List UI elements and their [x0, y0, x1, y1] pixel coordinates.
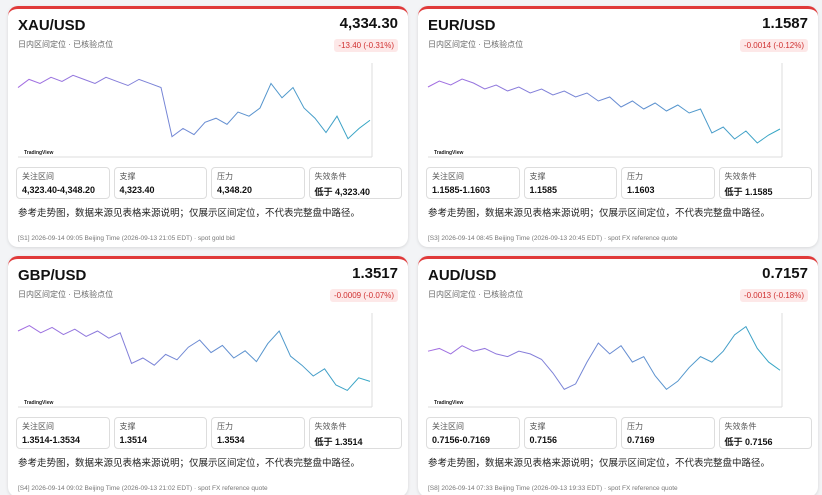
level-box: 失效条件低于 0.7156 — [718, 417, 812, 449]
level-value: 1.1585 — [529, 185, 558, 195]
level-value: 1.3514 — [119, 435, 148, 445]
change-badge: -13.40 (-0.31%) — [334, 39, 398, 52]
price-line — [17, 74, 371, 140]
level-box: 关注区间 1.3514-1.3534 — [16, 417, 110, 449]
level-label: 失效条件 — [314, 172, 347, 181]
level-box: 关注区间 4,323.40-4,348.20 — [16, 167, 110, 199]
note: 参考走势图，数据来源见表格来源说明；仅展示区间定位，不代表完整盘中路径。 — [18, 458, 361, 469]
price: 0.7157 — [762, 265, 808, 282]
symbol: XAU/USD — [18, 17, 86, 34]
level-box: 支撑 4,323.40 — [113, 167, 207, 199]
source-footer: [S3] 2026-09-14 08:45 Beijing Time (2026… — [428, 235, 678, 242]
level-value: 4,323.40 — [119, 185, 155, 195]
source-footer: [S8] 2026-09-14 07:33 Beijing Time (2026… — [428, 485, 678, 492]
level-value: 1.3514-1.3534 — [22, 435, 81, 445]
price: 4,334.30 — [339, 15, 398, 32]
level-label: 支撑 — [529, 422, 546, 431]
watermark: TradingView — [24, 150, 53, 156]
change-badge: -0.0013 (-0.18%) — [739, 289, 808, 302]
level-box: 支撑 0.7156 — [523, 417, 617, 449]
level-label: 压力 — [627, 422, 643, 431]
level-label: 关注区间 — [22, 172, 54, 181]
level-value: 0.7156-0.7169 — [432, 435, 491, 445]
subtitle: 日内区间定位 · 已核验点位 — [18, 40, 114, 49]
level-label: 支撑 — [529, 172, 546, 181]
level-value: 1.1603 — [627, 185, 655, 195]
levels: 关注区间 1.1585-1.1603 支撑 1.1585 压力 1.1603 失效条件低于 … — [426, 167, 812, 199]
level-label: 压力 — [217, 172, 233, 181]
change-badge: -0.0009 (-0.07%) — [329, 289, 398, 302]
level-label: 关注区间 — [22, 422, 54, 431]
level-label: 压力 — [217, 422, 233, 431]
price-line — [427, 78, 781, 144]
level-label: 失效条件 — [724, 172, 757, 181]
level-label: 关注区间 — [432, 172, 464, 181]
levels: 关注区间 4,323.40-4,348.20 支撑 4,323.40 压力 4,348.2… — [16, 167, 402, 199]
symbol: AUD/USD — [428, 267, 497, 284]
subtitle: 日内区间定位 · 已核验点位 — [18, 290, 114, 299]
chart: TradingView — [427, 63, 783, 158]
level-label: 关注区间 — [432, 422, 464, 431]
level-box: 失效条件低于 1.3514 — [308, 417, 402, 449]
symbol: EUR/USD — [428, 17, 496, 34]
levels: 关注区间 1.3514-1.3534 支撑 1.3514 压力 1.3534 失效条件低于 … — [16, 417, 402, 449]
level-value: 低于 4,323.40 — [314, 187, 371, 197]
level-box: 压力 1.1603 — [621, 167, 715, 199]
symbol: GBP/USD — [18, 267, 87, 284]
level-box: 失效条件低于 4,323.40 — [308, 167, 402, 199]
note: 参考走势图，数据来源见表格来源说明；仅展示区间定位，不代表完整盘中路径。 — [18, 208, 361, 219]
level-value: 低于 1.1585 — [724, 187, 773, 197]
level-value: 低于 1.3514 — [314, 437, 363, 447]
level-box: 支撑 1.1585 — [523, 167, 617, 199]
watermark: TradingView — [434, 150, 463, 156]
level-label: 支撑 — [119, 422, 136, 431]
subtitle: 日内区间定位 · 已核验点位 — [428, 40, 524, 49]
source-footer: [S4] 2026-09-14 09:02 Beijing Time (2026… — [18, 485, 268, 492]
change-badge: -0.0014 (-0.12%) — [739, 39, 808, 52]
price-line — [17, 325, 371, 392]
level-value: 0.7169 — [627, 435, 655, 445]
card: GBP/USD 1.3517 日内区间定位 · 已核验点位 -0.0009 (-0.0… — [8, 256, 408, 495]
card: AUD/USD 0.7157 日内区间定位 · 已核验点位 -0.0013 (-0.1… — [418, 256, 818, 495]
price: 1.3517 — [352, 265, 398, 282]
level-label: 失效条件 — [724, 422, 757, 431]
source-footer: [S1] 2026-09-14 09:05 Beijing Time (2026… — [18, 235, 235, 242]
price: 1.1587 — [762, 15, 808, 32]
level-label: 压力 — [627, 172, 643, 181]
level-value: 0.7156 — [529, 435, 558, 445]
levels: 关注区间 0.7156-0.7169 支撑 0.7156 压力 0.7169 失效条件低于 … — [426, 417, 812, 449]
level-value: 4,348.20 — [217, 185, 253, 195]
chart: TradingView — [17, 313, 373, 408]
level-value: 低于 0.7156 — [724, 437, 773, 447]
level-box: 压力 4,348.20 — [211, 167, 305, 199]
level-box: 压力 0.7169 — [621, 417, 715, 449]
level-box: 关注区间 0.7156-0.7169 — [426, 417, 520, 449]
level-label: 支撑 — [119, 172, 136, 181]
watermark: TradingView — [434, 400, 463, 406]
level-value: 1.1585-1.1603 — [432, 185, 491, 195]
level-box: 压力 1.3534 — [211, 417, 305, 449]
level-box: 失效条件低于 1.1585 — [718, 167, 812, 199]
level-label: 失效条件 — [314, 422, 347, 431]
chart: TradingView — [427, 313, 783, 408]
card: XAU/USD 4,334.30 日内区间定位 · 已核验点位 -13.40 (-0.… — [8, 6, 408, 247]
level-value: 4,323.40-4,348.20 — [22, 185, 96, 195]
chart: TradingView — [17, 63, 373, 158]
watermark: TradingView — [24, 400, 53, 406]
level-box: 关注区间 1.1585-1.1603 — [426, 167, 520, 199]
level-box: 支撑 1.3514 — [113, 417, 207, 449]
subtitle: 日内区间定位 · 已核验点位 — [428, 290, 524, 299]
price-line — [427, 325, 781, 391]
note: 参考走势图，数据来源见表格来源说明；仅展示区间定位，不代表完整盘中路径。 — [428, 458, 771, 469]
level-value: 1.3534 — [217, 435, 245, 445]
card: EUR/USD 1.1587 日内区间定位 · 已核验点位 -0.0014 (-0.1… — [418, 6, 818, 247]
note: 参考走势图，数据来源见表格来源说明；仅展示区间定位，不代表完整盘中路径。 — [428, 208, 771, 219]
